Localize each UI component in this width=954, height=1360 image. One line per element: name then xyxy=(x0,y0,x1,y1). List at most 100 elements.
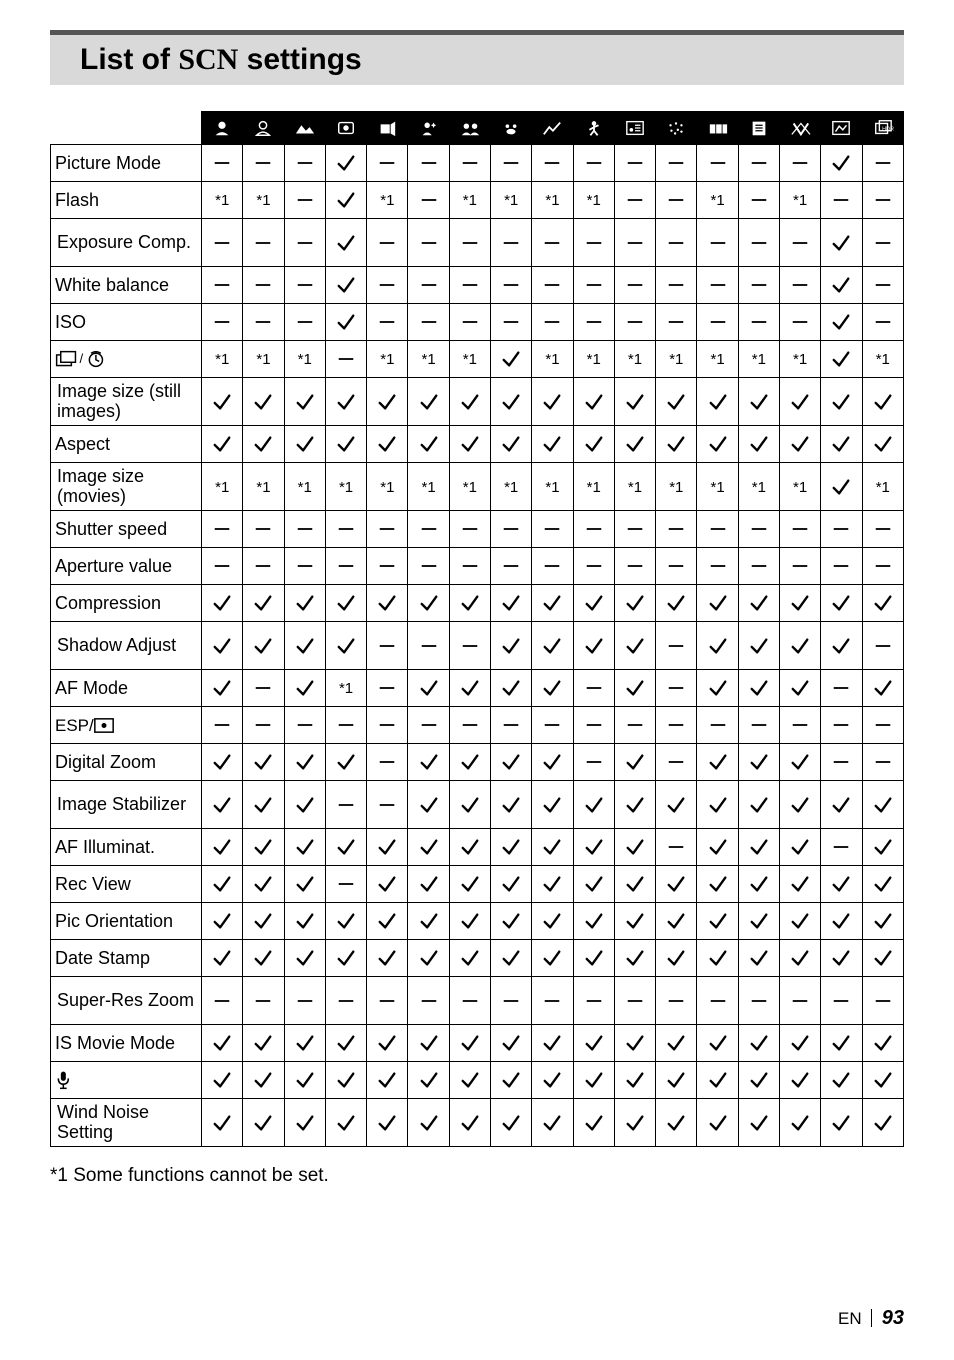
cell xyxy=(408,548,449,585)
cell xyxy=(491,548,532,585)
cell xyxy=(408,585,449,622)
page-lang: EN xyxy=(838,1309,862,1328)
cell xyxy=(491,267,532,304)
cell xyxy=(408,1062,449,1099)
cell xyxy=(614,219,655,267)
cell xyxy=(656,267,697,304)
cell xyxy=(284,977,325,1025)
cell: *1 xyxy=(780,463,821,511)
header-icon-portrait1 xyxy=(202,112,243,145)
cell xyxy=(243,744,284,781)
table-row: Date Stamp xyxy=(51,940,904,977)
cell xyxy=(573,744,614,781)
cell xyxy=(325,145,366,182)
cell xyxy=(573,670,614,707)
table-row: Picture Mode xyxy=(51,145,904,182)
cell xyxy=(325,866,366,903)
cell xyxy=(780,1062,821,1099)
cell xyxy=(738,182,779,219)
header-icon-landscape xyxy=(284,112,325,145)
cell xyxy=(614,548,655,585)
cell xyxy=(202,426,243,463)
cell xyxy=(862,781,903,829)
cell xyxy=(573,585,614,622)
cell xyxy=(408,670,449,707)
cell xyxy=(656,145,697,182)
table-header-row: HDR xyxy=(51,112,904,145)
cell xyxy=(656,829,697,866)
cell xyxy=(780,781,821,829)
header-icon-snow xyxy=(656,112,697,145)
table-row xyxy=(51,1062,904,1099)
cell xyxy=(780,903,821,940)
cell xyxy=(325,304,366,341)
row-label: Shutter speed xyxy=(51,511,202,548)
header-icon-fireworks xyxy=(532,112,573,145)
cell xyxy=(780,744,821,781)
cell xyxy=(325,622,366,670)
cell: *1 xyxy=(449,463,490,511)
cell xyxy=(202,548,243,585)
cell xyxy=(243,903,284,940)
cell xyxy=(243,670,284,707)
cell xyxy=(325,219,366,267)
cell xyxy=(449,622,490,670)
cell xyxy=(862,977,903,1025)
cell xyxy=(284,145,325,182)
cell xyxy=(491,670,532,707)
cell xyxy=(532,548,573,585)
cell xyxy=(408,426,449,463)
row-label: Wind Noise Setting xyxy=(51,1099,202,1147)
cell xyxy=(325,511,366,548)
cell xyxy=(202,670,243,707)
row-label: Aperture value xyxy=(51,548,202,585)
cell xyxy=(408,707,449,744)
cell xyxy=(862,829,903,866)
cell xyxy=(656,866,697,903)
cell xyxy=(243,781,284,829)
cell xyxy=(367,378,408,426)
cell xyxy=(697,219,738,267)
cell xyxy=(408,781,449,829)
cell xyxy=(697,378,738,426)
header-icon-panorama xyxy=(697,112,738,145)
cell xyxy=(408,304,449,341)
cell xyxy=(532,707,573,744)
cell xyxy=(367,903,408,940)
cell xyxy=(780,940,821,977)
cell xyxy=(862,903,903,940)
cell xyxy=(243,1062,284,1099)
cell xyxy=(449,426,490,463)
cell xyxy=(656,182,697,219)
cell: *1 xyxy=(284,341,325,378)
cell xyxy=(697,145,738,182)
cell xyxy=(408,145,449,182)
cell xyxy=(821,548,862,585)
cell xyxy=(614,622,655,670)
cell xyxy=(449,378,490,426)
row-label: Digital Zoom xyxy=(51,744,202,781)
cell xyxy=(367,511,408,548)
cell: *1 xyxy=(202,341,243,378)
cell xyxy=(862,182,903,219)
cell xyxy=(367,707,408,744)
cell xyxy=(614,744,655,781)
cell xyxy=(532,1062,573,1099)
cell xyxy=(202,1062,243,1099)
cell xyxy=(614,585,655,622)
cell xyxy=(656,378,697,426)
cell xyxy=(780,707,821,744)
cell xyxy=(821,304,862,341)
cell xyxy=(491,304,532,341)
cell xyxy=(491,1025,532,1062)
cell xyxy=(408,977,449,1025)
cell xyxy=(243,866,284,903)
row-label: ISO xyxy=(51,304,202,341)
cell xyxy=(738,511,779,548)
cell xyxy=(697,1062,738,1099)
cell xyxy=(532,977,573,1025)
cell xyxy=(243,622,284,670)
cell xyxy=(614,1025,655,1062)
cell xyxy=(449,145,490,182)
cell xyxy=(367,781,408,829)
